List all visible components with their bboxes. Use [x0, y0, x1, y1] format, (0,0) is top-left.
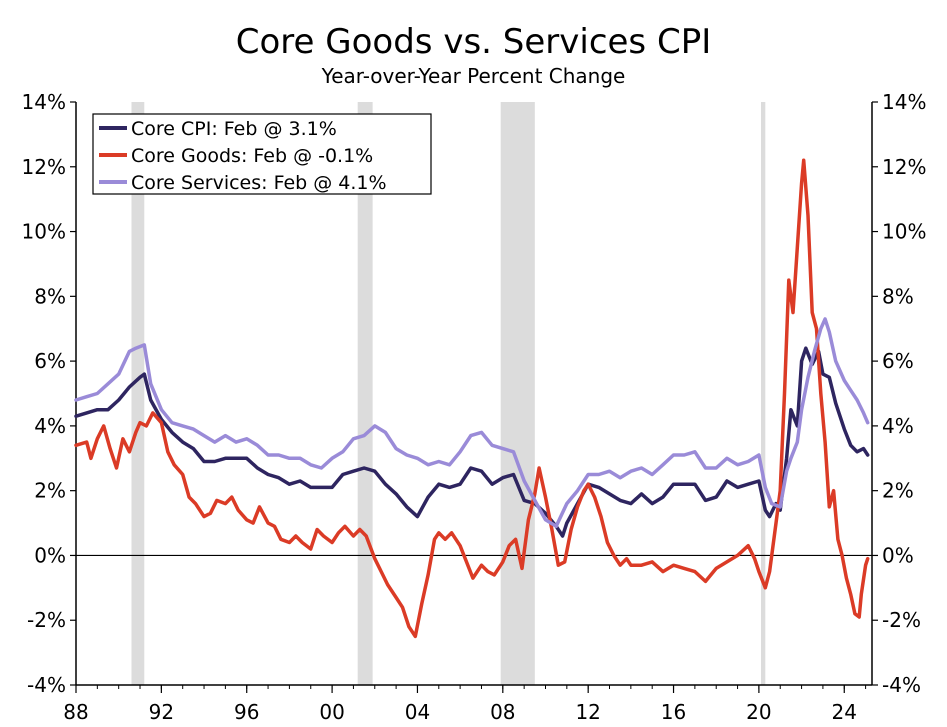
- y-tick-label-right: -4%: [882, 673, 921, 697]
- x-tick-label: 24: [832, 700, 857, 724]
- x-tick-label: 20: [746, 700, 771, 724]
- series-line-core-services: [74, 317, 870, 529]
- y-tick-label-left: -2%: [27, 608, 66, 632]
- x-tick-label: 16: [661, 700, 686, 724]
- recession-band: [761, 102, 766, 685]
- chart-subtitle: Year-over-Year Percent Change: [321, 64, 626, 88]
- legend-label: Core Services: Feb @ 4.1%: [131, 172, 387, 194]
- x-tick-label: 12: [575, 700, 600, 724]
- legend-label: Core CPI: Feb @ 3.1%: [131, 118, 337, 140]
- y-tick-label-left: 2%: [34, 479, 66, 503]
- series-line-core-cpi: [74, 346, 870, 538]
- y-tick-label-left: 12%: [22, 155, 66, 179]
- x-tick-label: 96: [234, 700, 259, 724]
- y-tick-label-left: 0%: [34, 543, 66, 567]
- y-tick-label-right: 2%: [882, 479, 914, 503]
- y-tick-label-left: 4%: [34, 414, 66, 438]
- x-tick-label: 00: [319, 700, 344, 724]
- y-tick-label-right: 0%: [882, 543, 914, 567]
- recession-band: [131, 102, 145, 685]
- y-tick-label-left: 14%: [22, 90, 66, 114]
- y-tick-label-right: 6%: [882, 349, 914, 373]
- x-tick-label: 92: [149, 700, 174, 724]
- y-tick-label-left: 8%: [34, 284, 66, 308]
- series-line-core-goods: [74, 158, 870, 639]
- y-tick-label-right: -2%: [882, 608, 921, 632]
- legend-label: Core Goods: Feb @ -0.1%: [131, 145, 373, 167]
- y-tick-label-right: 4%: [882, 414, 914, 438]
- legend-box: [92, 113, 432, 195]
- x-tick-label: 88: [63, 700, 88, 724]
- y-tick-label-left: -4%: [27, 673, 66, 697]
- x-tick-label: 04: [405, 700, 430, 724]
- y-tick-label-right: 14%: [882, 90, 926, 114]
- chart-title: Core Goods vs. Services CPI: [235, 22, 712, 62]
- y-tick-label-right: 12%: [882, 155, 926, 179]
- y-tick-label-left: 10%: [22, 220, 66, 244]
- x-tick-label: 08: [490, 700, 515, 724]
- y-tick-label-right: 10%: [882, 220, 926, 244]
- y-tick-label-left: 6%: [34, 349, 66, 373]
- recession-band: [500, 102, 535, 685]
- y-tick-label-right: 8%: [882, 284, 914, 308]
